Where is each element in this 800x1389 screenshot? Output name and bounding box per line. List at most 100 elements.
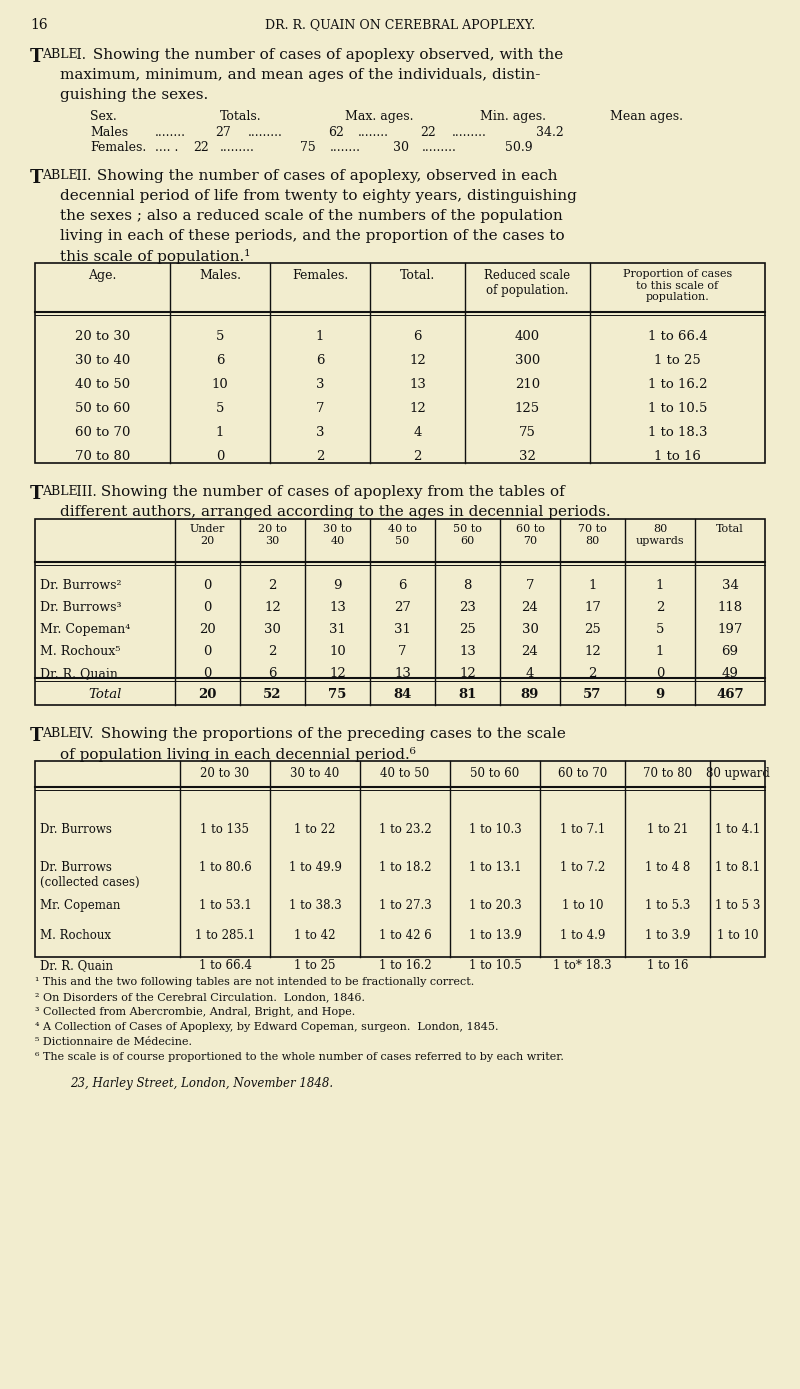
Text: 50 to 60: 50 to 60 (470, 767, 520, 781)
Text: 30: 30 (522, 622, 538, 636)
Text: Total: Total (716, 524, 744, 533)
Text: the sexes ; also a reduced scale of the numbers of the population: the sexes ; also a reduced scale of the … (60, 208, 562, 224)
Text: of population living in each decennial period.⁶: of population living in each decennial p… (60, 747, 416, 763)
Text: Males: Males (90, 126, 128, 139)
Text: 2: 2 (316, 450, 324, 463)
Text: 75: 75 (300, 142, 316, 154)
Text: 13: 13 (394, 667, 411, 679)
Text: ABLE: ABLE (42, 169, 78, 182)
Text: III.: III. (72, 485, 97, 499)
Text: 27: 27 (394, 600, 411, 614)
Text: 30: 30 (393, 142, 409, 154)
Text: .........: ......... (452, 126, 487, 139)
Text: 30 to
40: 30 to 40 (323, 524, 352, 546)
Text: 1 to 38.3: 1 to 38.3 (289, 899, 342, 913)
Text: 12: 12 (409, 403, 426, 415)
Text: ⁵ Dictionnaire de Médecine.: ⁵ Dictionnaire de Médecine. (35, 1038, 192, 1047)
Text: 0: 0 (203, 579, 212, 592)
Text: 1 to 16: 1 to 16 (646, 958, 688, 972)
Text: 1: 1 (316, 331, 324, 343)
Text: 30: 30 (264, 622, 281, 636)
Text: ........: ........ (358, 126, 389, 139)
Text: 0: 0 (656, 667, 664, 679)
Text: 0: 0 (203, 667, 212, 679)
Text: ⁴ A Collection of Cases of Apoplexy, by Edward Copeman, surgeon.  London, 1845.: ⁴ A Collection of Cases of Apoplexy, by … (35, 1022, 498, 1032)
Text: T: T (30, 485, 43, 503)
Text: 1 to 4.1: 1 to 4.1 (715, 824, 760, 836)
Text: 1 to 66.4: 1 to 66.4 (648, 331, 707, 343)
Text: 1 to 10.5: 1 to 10.5 (469, 958, 522, 972)
Text: maximum, minimum, and mean ages of the individuals, distin-: maximum, minimum, and mean ages of the i… (60, 68, 540, 82)
Text: 1 to 10: 1 to 10 (562, 899, 603, 913)
Text: ³ Collected from Abercrombie, Andral, Bright, and Hope.: ³ Collected from Abercrombie, Andral, Br… (35, 1007, 355, 1017)
Text: 2: 2 (268, 579, 277, 592)
Text: 20 to 30: 20 to 30 (75, 331, 130, 343)
Bar (35, 263, 765, 463)
Text: 24: 24 (522, 644, 538, 658)
Text: 2: 2 (414, 450, 422, 463)
Text: 1 to 10.3: 1 to 10.3 (469, 824, 522, 836)
Text: Dr. Burrows³: Dr. Burrows³ (40, 600, 122, 614)
Text: Mr. Copeman⁴: Mr. Copeman⁴ (40, 622, 130, 636)
Text: Dr. Burrows²: Dr. Burrows² (40, 579, 122, 592)
Text: 3: 3 (316, 426, 324, 439)
Text: Mean ages.: Mean ages. (610, 110, 683, 124)
Text: 75: 75 (328, 688, 346, 701)
Text: 1 to 25: 1 to 25 (654, 354, 701, 367)
Text: 3: 3 (316, 378, 324, 392)
Text: 1 to 10.5: 1 to 10.5 (648, 403, 707, 415)
Text: 81: 81 (458, 688, 477, 701)
Text: 30 to 40: 30 to 40 (75, 354, 130, 367)
Text: 57: 57 (583, 688, 602, 701)
Text: .........: ......... (220, 142, 255, 154)
Text: 7: 7 (316, 403, 324, 415)
Text: 12: 12 (264, 600, 281, 614)
Text: 20 to
30: 20 to 30 (258, 524, 287, 546)
Text: 75: 75 (519, 426, 536, 439)
Text: 24: 24 (522, 600, 538, 614)
Text: 49: 49 (722, 667, 738, 679)
Text: 23: 23 (459, 600, 476, 614)
Bar (35, 519, 765, 706)
Text: Showing the number of cases of apoplexy, observed in each: Showing the number of cases of apoplexy,… (92, 169, 558, 183)
Text: T: T (30, 726, 43, 745)
Text: 80 upward: 80 upward (706, 767, 770, 781)
Text: ⁶ The scale is of course proportioned to the whole number of cases referred to b: ⁶ The scale is of course proportioned to… (35, 1051, 564, 1063)
Text: 400: 400 (515, 331, 540, 343)
Text: 60 to
70: 60 to 70 (515, 524, 545, 546)
Text: 10: 10 (212, 378, 228, 392)
Text: Dr. R. Quain: Dr. R. Quain (40, 958, 113, 972)
Text: 70 to 80: 70 to 80 (643, 767, 692, 781)
Text: 1 to 5.3: 1 to 5.3 (645, 899, 690, 913)
Text: Total: Total (88, 688, 122, 701)
Text: 22: 22 (420, 126, 436, 139)
Text: 1: 1 (216, 426, 224, 439)
Text: 7: 7 (526, 579, 534, 592)
Text: Sex.: Sex. (90, 110, 117, 124)
Text: 6: 6 (216, 354, 224, 367)
Text: 22: 22 (193, 142, 209, 154)
Text: 40 to
50: 40 to 50 (388, 524, 417, 546)
Text: M. Rochoux⁵: M. Rochoux⁵ (40, 644, 120, 658)
Text: 52: 52 (263, 688, 282, 701)
Text: 0: 0 (203, 600, 212, 614)
Text: 20: 20 (198, 688, 217, 701)
Text: this scale of population.¹: this scale of population.¹ (60, 249, 250, 264)
Text: 2: 2 (656, 600, 664, 614)
Text: 2: 2 (268, 644, 277, 658)
Text: 1 to 7.1: 1 to 7.1 (560, 824, 605, 836)
Text: 8: 8 (463, 579, 472, 592)
Text: 25: 25 (459, 622, 476, 636)
Text: living in each of these periods, and the proportion of the cases to: living in each of these periods, and the… (60, 229, 565, 243)
Text: 13: 13 (329, 600, 346, 614)
Text: 84: 84 (394, 688, 412, 701)
Text: 1 to 42 6: 1 to 42 6 (378, 929, 431, 942)
Text: 1 to 42: 1 to 42 (294, 929, 336, 942)
Text: 25: 25 (584, 622, 601, 636)
Text: 1 to 4.9: 1 to 4.9 (560, 929, 605, 942)
Text: 1: 1 (656, 579, 664, 592)
Text: 1 to 135: 1 to 135 (201, 824, 250, 836)
Text: 60 to 70: 60 to 70 (75, 426, 130, 439)
Text: 1 to 25: 1 to 25 (294, 958, 336, 972)
Text: 6: 6 (316, 354, 324, 367)
